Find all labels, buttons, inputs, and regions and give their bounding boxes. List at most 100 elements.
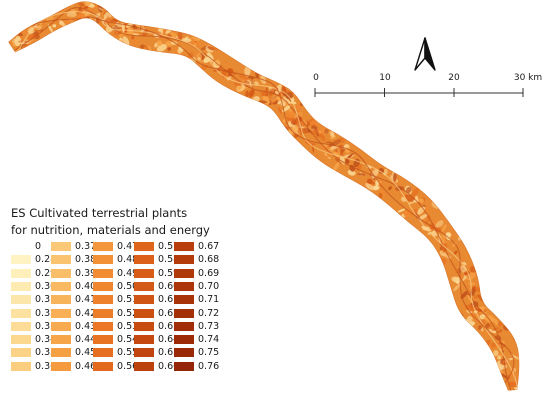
legend-item: 0.40 <box>51 280 96 293</box>
scale-label-20: 20 <box>448 73 460 83</box>
legend-item: 0.60 <box>134 280 179 293</box>
legend-item: 0.37 <box>51 240 96 253</box>
legend-swatch <box>93 295 113 305</box>
legend-swatch <box>134 281 154 291</box>
legend-swatch <box>51 242 71 251</box>
legend-swatch <box>134 335 154 345</box>
legend-item: 0.58 <box>134 253 179 266</box>
legend-item: 0.63 <box>134 320 179 333</box>
legend-label: 0.61 <box>158 294 180 306</box>
legend-swatch <box>93 335 113 345</box>
legend-swatch <box>51 255 71 265</box>
legend-swatch <box>93 268 113 278</box>
legend-swatch <box>51 321 71 331</box>
legend-label: 0.38 <box>75 254 97 266</box>
legend-label: 0.60 <box>158 280 180 292</box>
scale-label-10: 10 <box>379 73 391 83</box>
legend-swatch <box>174 295 194 305</box>
legend-label: 0.74 <box>198 334 220 346</box>
legend-label: 0.65 <box>158 347 180 359</box>
legend-swatch <box>11 255 31 265</box>
legend-label: 0.42 <box>75 307 97 319</box>
legend-item: 0.61 <box>134 293 179 306</box>
legend-item: 0.39 <box>51 267 96 280</box>
legend-label: 0.30 <box>35 280 57 292</box>
legend-label: 0.64 <box>158 334 180 346</box>
legend-swatch <box>51 335 71 345</box>
legend-swatch <box>51 295 71 305</box>
legend-label: 0.31 <box>35 294 57 306</box>
legend-item: 0.73 <box>174 320 219 333</box>
legend-swatch <box>174 308 194 318</box>
legend-swatch <box>134 321 154 331</box>
legend-item: 0.31 <box>11 293 56 306</box>
legend-item: 0.69 <box>174 267 219 280</box>
legend-label: 0.43 <box>75 320 97 332</box>
legend-label: 0.34 <box>35 334 57 346</box>
legend-label: 0 <box>35 241 42 252</box>
scale-label-0: 0 <box>313 73 319 83</box>
legend-swatch <box>51 361 71 371</box>
legend-swatch <box>93 281 113 291</box>
legend-label: 0.58 <box>158 254 180 266</box>
legend-item: 0.28 <box>11 253 56 266</box>
legend-swatch <box>11 335 31 345</box>
legend-swatch <box>11 242 31 251</box>
legend-item: 0.41 <box>51 293 96 306</box>
legend-item: 0.34 <box>11 333 56 346</box>
legend-swatch <box>134 361 154 371</box>
legend-item: 0.45 <box>51 346 96 359</box>
legend-label: 0.73 <box>198 320 220 332</box>
legend-label: 0.40 <box>75 280 97 292</box>
legend-item: 0.68 <box>174 253 219 266</box>
legend-item: 0.76 <box>174 360 219 373</box>
legend-swatch <box>93 308 113 318</box>
legend-swatch <box>134 255 154 265</box>
legend-swatch <box>93 242 113 251</box>
legend-label: 0.46 <box>75 360 97 372</box>
legend-item: 0.55 <box>93 346 138 359</box>
legend-label: 0.67 <box>198 241 220 252</box>
legend-item: 0 <box>11 240 41 253</box>
legend-swatch <box>51 308 71 318</box>
legend-swatch <box>174 361 194 371</box>
legend-label: 0.44 <box>75 334 97 346</box>
legend-title-line2: for nutrition, materials and energy <box>11 223 210 237</box>
legend-swatch <box>174 242 194 251</box>
legend-swatch <box>11 281 31 291</box>
legend-label: 0.41 <box>75 294 97 306</box>
legend-item: 0.48 <box>93 253 138 266</box>
legend-label: 0.39 <box>75 267 97 279</box>
legend-swatch <box>174 281 194 291</box>
legend-label: 0.75 <box>198 347 220 359</box>
legend-label: 0.71 <box>198 294 220 306</box>
legend-item: 0.52 <box>93 307 138 320</box>
legend-label: 0.48 <box>117 254 139 266</box>
legend-item: 0.72 <box>174 307 219 320</box>
legend-swatch <box>174 255 194 265</box>
legend-item: 0.67 <box>174 240 219 253</box>
legend-label: 0.47 <box>117 241 139 252</box>
legend-label: 0.57 <box>158 241 180 252</box>
scale-bar <box>314 88 524 97</box>
legend-item: 0.53 <box>93 320 138 333</box>
legend-label: 0.33 <box>35 320 57 332</box>
legend-item: 0.59 <box>134 267 179 280</box>
legend-item: 0.38 <box>51 253 96 266</box>
legend-label: 0.35 <box>35 347 57 359</box>
legend-item: 0.74 <box>174 333 219 346</box>
legend-label: 0.76 <box>198 360 220 372</box>
legend-item: 0.50 <box>93 280 138 293</box>
legend-swatch <box>51 268 71 278</box>
legend-swatch <box>93 321 113 331</box>
legend-swatch <box>51 281 71 291</box>
legend-label: 0.32 <box>35 307 57 319</box>
legend-item: 0.54 <box>93 333 138 346</box>
legend-item: 0.35 <box>11 346 56 359</box>
legend-item: 0.64 <box>134 333 179 346</box>
legend-item: 0.44 <box>51 333 96 346</box>
legend-item: 0.75 <box>174 346 219 359</box>
legend-item: 0.71 <box>174 293 219 306</box>
legend-label: 0.70 <box>198 280 220 292</box>
